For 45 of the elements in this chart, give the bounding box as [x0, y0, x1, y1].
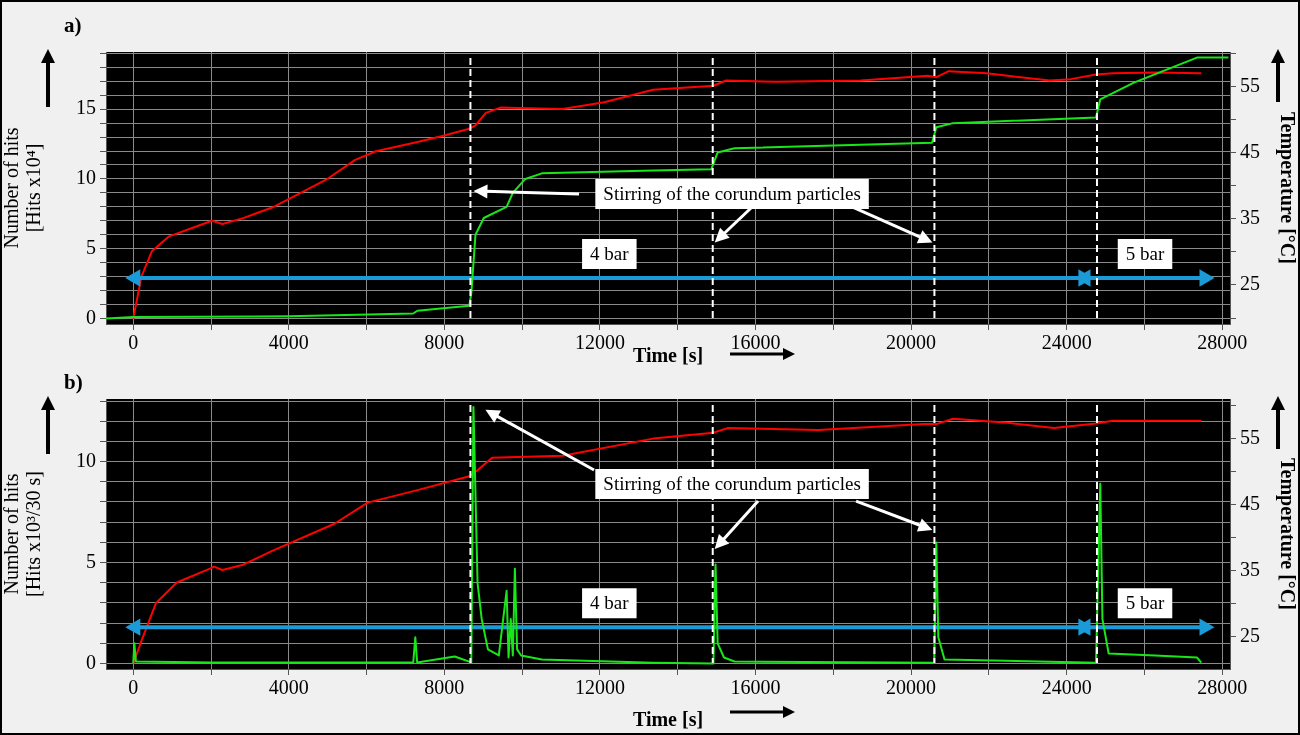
y2-tick-label: 35 — [1240, 206, 1260, 229]
x-tick-label: 8000 — [424, 676, 465, 699]
y2-tick-label: 45 — [1240, 139, 1260, 162]
y-tick-label: 5 — [86, 235, 96, 258]
y2-axis-title: Temperature [°C] — [1275, 112, 1299, 264]
y-tick-label: 0 — [86, 305, 96, 328]
x-tick-label: 20000 — [886, 676, 937, 699]
y2-tick-label: 45 — [1240, 491, 1260, 514]
y2-tick-label: 55 — [1240, 73, 1260, 96]
series-label: 5 bar — [1125, 592, 1165, 614]
annotation: Stirring of the corundum particles — [603, 473, 861, 495]
x-tick-label: 0 — [128, 676, 139, 699]
x-tick-label: 28000 — [1197, 676, 1248, 699]
y2-tick-label: 25 — [1240, 272, 1260, 295]
x-axis-title: Time [s] — [632, 708, 704, 731]
y-tick-label: 10 — [76, 166, 96, 189]
x-axis-title: Time [s] — [632, 344, 704, 367]
y-tick-label: 10 — [76, 448, 96, 471]
x-tick-label: 16000 — [730, 331, 781, 354]
annotation: Stirring of the corundum particles — [603, 182, 861, 204]
chart-title: b) — [64, 370, 83, 394]
series-label: 4 bar — [590, 592, 630, 614]
x-tick-label: 20000 — [886, 331, 937, 354]
y-tick-label: 0 — [86, 650, 96, 673]
y-axis-title: Number of hits [Hits x10⁴] — [0, 127, 45, 249]
x-tick-label: 24000 — [1041, 676, 1092, 699]
chart-title: a) — [64, 13, 82, 37]
x-tick-label: 4000 — [268, 676, 309, 699]
x-tick-label: 4000 — [268, 331, 309, 354]
y-tick-label: 15 — [76, 96, 96, 119]
x-tick-label: 16000 — [730, 676, 781, 699]
y-tick-label: 5 — [86, 549, 96, 572]
x-tick-label: 12000 — [574, 331, 625, 354]
series-label: 4 bar — [590, 242, 630, 264]
y2-tick-label: 25 — [1240, 623, 1260, 646]
x-tick-label: 24000 — [1041, 331, 1092, 354]
x-tick-label: 8000 — [424, 331, 465, 354]
y2-tick-label: 55 — [1240, 425, 1260, 448]
y2-tick-label: 35 — [1240, 557, 1260, 580]
series-label: 5 bar — [1125, 242, 1165, 264]
x-tick-label: 28000 — [1197, 331, 1248, 354]
y-axis-title: Number of hits [Hits x10³/30 s] — [0, 471, 45, 597]
x-tick-label: 12000 — [574, 676, 625, 699]
x-tick-label: 0 — [128, 331, 139, 354]
y2-axis-title: Temperature [°C] — [1275, 458, 1299, 610]
